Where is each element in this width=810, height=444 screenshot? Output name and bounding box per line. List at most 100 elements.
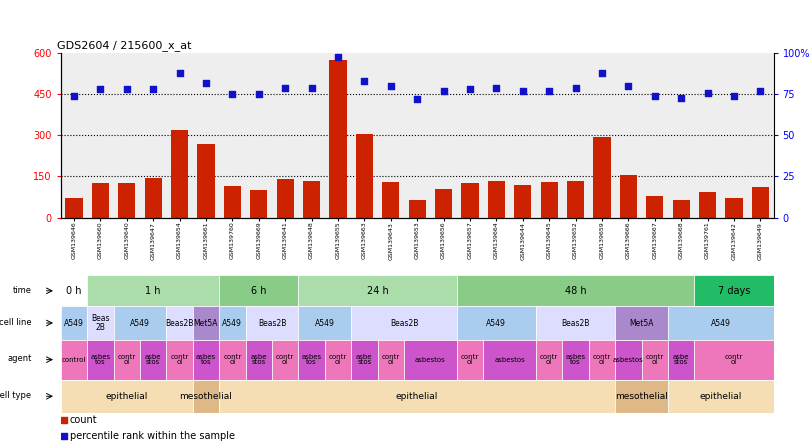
Bar bbox=[377, 340, 404, 380]
Point bbox=[675, 94, 688, 101]
Text: 1 h: 1 h bbox=[146, 286, 161, 296]
Text: asbes
tos: asbes tos bbox=[196, 354, 216, 365]
Bar bbox=[298, 340, 325, 380]
Bar bbox=[536, 306, 615, 340]
Point bbox=[58, 416, 70, 424]
Bar bbox=[382, 182, 399, 218]
Text: GDS2604 / 215600_x_at: GDS2604 / 215600_x_at bbox=[58, 40, 192, 51]
Text: asbe
stos: asbe stos bbox=[250, 354, 267, 365]
Bar bbox=[540, 182, 558, 218]
Bar bbox=[171, 130, 188, 218]
Bar bbox=[272, 340, 298, 380]
Bar bbox=[408, 200, 426, 218]
Text: asbe
stos: asbe stos bbox=[673, 354, 689, 365]
Text: contr
ol: contr ol bbox=[170, 354, 189, 365]
Bar bbox=[726, 198, 743, 218]
Point bbox=[622, 83, 635, 90]
Bar bbox=[589, 340, 615, 380]
Point bbox=[252, 91, 265, 98]
Bar bbox=[752, 187, 769, 218]
Bar bbox=[620, 175, 637, 218]
Bar bbox=[483, 340, 536, 380]
Text: asbe
stos: asbe stos bbox=[356, 354, 373, 365]
Point bbox=[58, 432, 70, 440]
Text: asbestos: asbestos bbox=[494, 357, 525, 363]
Text: asbes
tos: asbes tos bbox=[301, 354, 322, 365]
Point bbox=[727, 92, 740, 99]
Text: mesothelial: mesothelial bbox=[180, 392, 232, 401]
Bar bbox=[615, 306, 668, 340]
Bar bbox=[562, 340, 589, 380]
Text: 0 h: 0 h bbox=[66, 286, 82, 296]
Bar bbox=[298, 275, 457, 306]
Bar bbox=[642, 340, 668, 380]
Text: contr
ol: contr ol bbox=[725, 354, 743, 365]
Bar bbox=[118, 183, 135, 218]
Bar bbox=[87, 275, 220, 306]
Bar bbox=[303, 181, 320, 218]
Text: 7 days: 7 days bbox=[718, 286, 750, 296]
Bar bbox=[457, 306, 536, 340]
Text: 48 h: 48 h bbox=[565, 286, 586, 296]
Point bbox=[147, 86, 160, 93]
Bar bbox=[646, 196, 663, 218]
Point bbox=[279, 84, 292, 91]
Text: asbestos: asbestos bbox=[613, 357, 644, 363]
Bar bbox=[193, 380, 220, 413]
Text: contr
ol: contr ol bbox=[224, 354, 241, 365]
Point bbox=[358, 78, 371, 85]
Text: epithelial: epithelial bbox=[105, 392, 148, 401]
Point bbox=[648, 92, 661, 99]
Bar bbox=[356, 134, 373, 218]
Text: cell type: cell type bbox=[0, 391, 32, 400]
Text: count: count bbox=[70, 415, 97, 425]
Text: A549: A549 bbox=[711, 318, 731, 328]
Bar bbox=[61, 380, 193, 413]
Text: time: time bbox=[13, 285, 32, 295]
Point bbox=[595, 69, 608, 76]
Bar bbox=[144, 178, 162, 218]
Text: Beas2B: Beas2B bbox=[258, 318, 286, 328]
Bar bbox=[404, 340, 457, 380]
Point bbox=[569, 84, 582, 91]
Bar bbox=[699, 191, 716, 218]
Point bbox=[411, 96, 424, 103]
Bar bbox=[615, 380, 668, 413]
Point bbox=[305, 84, 318, 91]
Bar bbox=[113, 306, 166, 340]
Text: A549: A549 bbox=[315, 318, 335, 328]
Text: A549: A549 bbox=[223, 318, 242, 328]
Bar bbox=[672, 200, 690, 218]
Bar bbox=[140, 340, 166, 380]
Text: contr
ol: contr ol bbox=[276, 354, 294, 365]
Bar bbox=[276, 179, 294, 218]
Text: contr
ol: contr ol bbox=[593, 354, 611, 365]
Bar bbox=[435, 189, 452, 218]
Bar bbox=[668, 380, 774, 413]
Text: epithelial: epithelial bbox=[396, 392, 438, 401]
Bar bbox=[92, 183, 109, 218]
Text: 6 h: 6 h bbox=[251, 286, 266, 296]
Bar bbox=[488, 181, 505, 218]
Bar bbox=[87, 306, 113, 340]
Bar bbox=[245, 340, 272, 380]
Bar bbox=[66, 198, 83, 218]
Bar bbox=[536, 340, 562, 380]
Bar bbox=[352, 306, 457, 340]
Text: asbe
stos: asbe stos bbox=[145, 354, 161, 365]
Bar bbox=[61, 306, 87, 340]
Text: asbes
tos: asbes tos bbox=[565, 354, 586, 365]
Text: Beas2B: Beas2B bbox=[165, 318, 194, 328]
Text: Beas2B: Beas2B bbox=[561, 318, 590, 328]
Text: agent: agent bbox=[7, 354, 32, 363]
Bar bbox=[250, 190, 267, 218]
Bar bbox=[198, 144, 215, 218]
Point bbox=[516, 87, 529, 95]
Bar bbox=[166, 340, 193, 380]
Bar bbox=[457, 275, 694, 306]
Point bbox=[701, 89, 714, 96]
Point bbox=[331, 53, 344, 60]
Bar bbox=[298, 306, 352, 340]
Bar bbox=[87, 340, 113, 380]
Text: mesothelial: mesothelial bbox=[615, 392, 668, 401]
